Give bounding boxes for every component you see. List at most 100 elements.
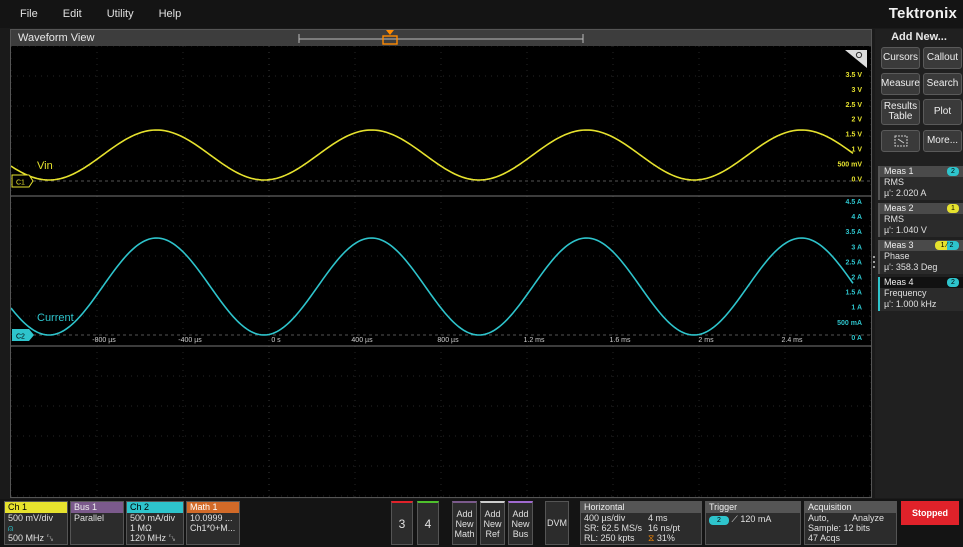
ch2-bandwidth: 120 MHz ␗ <box>130 533 176 543</box>
ch2-termination: 1 MΩ <box>130 523 152 533</box>
meas2-type: RMS <box>884 214 904 224</box>
meas1-type: RMS <box>884 177 904 187</box>
meas3-badge[interactable]: Meas 3 1 ⁄ 2 Phase µ': 358.3 Deg <box>878 240 963 274</box>
menu-edit[interactable]: Edit <box>62 8 82 20</box>
ch2axis-tick-label: 4 A <box>851 214 862 221</box>
ch3-button[interactable]: 3 <box>391 501 413 545</box>
cursors-button[interactable]: Cursors <box>881 47 920 69</box>
run-stop-status[interactable]: Stopped <box>901 501 959 525</box>
trigger-badge[interactable]: Trigger 2 ⟋ 120 mA <box>705 501 801 545</box>
menu-file[interactable]: File <box>20 8 38 20</box>
meas3-type: Phase <box>884 251 910 261</box>
bus1-badge[interactable]: Bus 1 Parallel <box>70 501 124 545</box>
horizontal-title: Horizontal <box>581 502 701 513</box>
meas3-source-chip: 1 ⁄ 2 <box>935 241 959 250</box>
more-button[interactable]: More... <box>923 130 962 152</box>
ch1-ground-marker[interactable]: C1 <box>11 174 34 188</box>
ch1-trace <box>11 129 854 181</box>
measure-button[interactable]: Measure <box>881 73 920 95</box>
ch1-badge-title: Ch 1 <box>5 502 67 513</box>
ch2axis-tick-label: 4.5 A <box>846 199 862 206</box>
meas3-title: Meas 3 1 ⁄ 2 <box>880 240 963 251</box>
ch1axis-tick-label: 1.5 V <box>846 132 863 139</box>
magnifier-icon[interactable] <box>845 50 867 68</box>
ch2axis-tick-label: 2.5 A <box>846 259 862 266</box>
ch2-vertical-axis: 4.5 A 4 A 3.5 A 3 A 2.5 A 2 A 1.5 A 1 A 500 mA 0 … <box>837 199 862 342</box>
ch2-badge[interactable]: Ch 2 500 mA/div 1 MΩ 120 MHz ␗ <box>126 501 184 545</box>
time-tick-label: 1.6 ms <box>609 337 631 344</box>
results-table-button[interactable]: Results Table <box>881 99 920 125</box>
search-button[interactable]: Search <box>923 73 962 95</box>
time-tick-label: 1.2 ms <box>523 337 545 344</box>
ch1axis-tick-label: 2 V <box>851 117 862 124</box>
meas3-value: µ': 358.3 Deg <box>884 262 938 272</box>
waveform-plot[interactable]: Vin Current C1 C2 3.5 V 3 V 2.5 V 2 V 1.5 V 1… <box>11 46 871 498</box>
callout-button[interactable]: Callout <box>923 47 962 69</box>
rising-edge-icon: ⟋ <box>731 514 741 524</box>
panel-resize-handle[interactable] <box>873 255 875 269</box>
ch4-button[interactable]: 4 <box>417 501 439 545</box>
plot-button[interactable]: Plot <box>923 99 962 125</box>
trigger-source-chip: 2 <box>709 516 729 525</box>
meas1-badge[interactable]: Meas 1 2 RMS µ': 2.020 A <box>878 166 963 200</box>
add-new-header: Add New... <box>891 31 947 43</box>
time-axis: -800 µs -400 µs 0 s 400 µs 800 µs 1.2 ms 1.6 m… <box>92 337 803 344</box>
ch1-badge[interactable]: Ch 1 500 mV/div ⍝ 500 MHz ␗ <box>4 501 68 545</box>
time-tick-label: -800 µs <box>92 337 116 344</box>
meas1-value: µ': 2.020 A <box>884 188 927 198</box>
math1-badge[interactable]: Math 1 10.0999 ... Ch1*0+M... <box>186 501 240 545</box>
math1-badge-title: Math 1 <box>187 502 239 513</box>
ch1-bandwidth: 500 MHz ␗ <box>8 533 54 543</box>
dvm-button[interactable]: DVM <box>545 501 569 545</box>
ch2-waveform-label: Current <box>37 312 74 324</box>
time-tick-label: 2 ms <box>698 337 714 344</box>
ch2axis-tick-label: 1 A <box>851 305 862 312</box>
menu-utility[interactable]: Utility <box>106 8 134 20</box>
acquisition-resolution: Sample: 12 bits <box>808 523 871 533</box>
acquisition-badge[interactable]: Acquisition Auto, Analyze Sample: 12 bits… <box>804 501 897 545</box>
zoom-box-button[interactable] <box>881 130 920 152</box>
meas1-title: Meas 1 2 <box>880 166 963 177</box>
add-new-math-button[interactable]: Add New Math <box>452 501 477 545</box>
math1-expression: Ch1*0+M... <box>190 523 236 533</box>
results-table-label-1: Results <box>883 101 918 112</box>
waveform-view[interactable]: Waveform View Vin Current <box>10 29 872 498</box>
acquisition-title: Acquisition <box>805 502 896 513</box>
bus1-type: Parallel <box>74 513 105 523</box>
ch1axis-tick-label: 3 V <box>851 87 862 94</box>
ch2-trace <box>11 237 854 336</box>
right-panel: Add New... Cursors Callout Measure Searc… <box>875 29 963 498</box>
meas2-source-chip: 1 <box>947 204 959 213</box>
ch2axis-tick-label: 3 A <box>851 244 862 251</box>
brand-logo: Tektronix <box>888 5 957 22</box>
menu-bar: File Edit Utility Help Tektronix <box>0 0 963 28</box>
time-tick-label: -400 µs <box>178 337 202 344</box>
time-tick-label: 0 s <box>271 337 281 344</box>
add-new-bus-button[interactable]: Add New Bus <box>508 501 533 545</box>
time-tick-label: 2.4 ms <box>781 337 803 344</box>
horizontal-sample-rate: SR: 62.5 MS/s 16 ns/pt <box>584 523 681 533</box>
results-table-label-2: Table <box>888 111 913 122</box>
record-view-bar[interactable] <box>11 30 873 46</box>
meas1-source-chip: 2 <box>947 167 959 176</box>
ch1-coupling-icon: ⍝ <box>8 523 14 533</box>
time-tick-label: 400 µs <box>351 337 373 344</box>
waveform-title: Waveform View <box>18 32 95 44</box>
add-new-ref-button[interactable]: Add New Ref <box>480 501 505 545</box>
bus1-badge-title: Bus 1 <box>71 502 123 513</box>
horizontal-scale: 400 µs/div 4 ms <box>584 513 668 523</box>
ch1axis-tick-label: 500 mV <box>837 161 862 168</box>
menu-help[interactable]: Help <box>158 8 182 20</box>
ch1axis-tick-label: 2.5 V <box>846 102 863 109</box>
meas2-badge[interactable]: Meas 2 1 RMS µ': 1.040 V <box>878 203 963 237</box>
ch1-scale: 500 mV/div <box>8 513 54 523</box>
ch1axis-tick-label: 3.5 V <box>846 72 863 79</box>
meas4-badge[interactable]: Meas 4 2 Frequency µ': 1.000 kHz <box>878 277 963 311</box>
zoom-box-icon <box>894 135 907 147</box>
time-tick-label: 800 µs <box>437 337 459 344</box>
ch1axis-tick-label: 1 V <box>851 147 862 154</box>
ch2-ground-marker[interactable]: C2 <box>12 329 34 341</box>
trigger-settings: 2 ⟋ 120 mA <box>706 514 800 525</box>
ch1-vertical-axis: 3.5 V 3 V 2.5 V 2 V 1.5 V 1 V 500 mV 0 V <box>837 72 862 183</box>
horizontal-badge[interactable]: Horizontal 400 µs/div 4 ms SR: 62.5 MS/s 1… <box>580 501 702 545</box>
